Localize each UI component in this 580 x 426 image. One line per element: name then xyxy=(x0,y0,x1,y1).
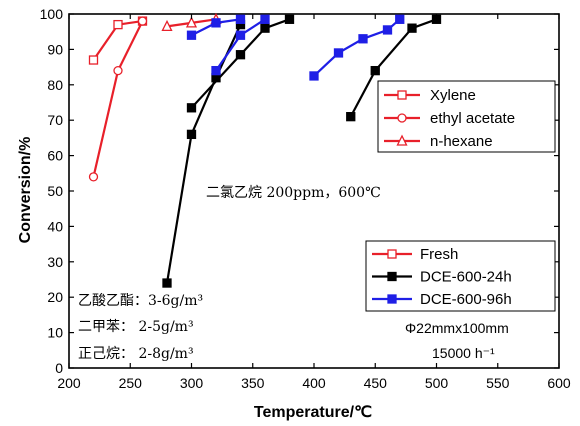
data-point xyxy=(382,25,393,35)
data-point xyxy=(137,16,148,26)
y-axis-title: Conversion/% xyxy=(17,137,34,244)
legend-label: DCE-600-96h xyxy=(420,291,512,308)
x-tick-label: 200 xyxy=(57,375,81,391)
data-point xyxy=(235,14,246,24)
y-tick-label: 90 xyxy=(47,41,63,57)
legend-marker xyxy=(387,249,397,259)
x-tick-label: 350 xyxy=(241,375,265,391)
y-tick-label: 50 xyxy=(47,183,63,199)
x-tick-label: 400 xyxy=(302,375,326,391)
data-point xyxy=(211,18,221,28)
series-dce-600-96h-n-hexane xyxy=(309,14,405,81)
data-point xyxy=(211,65,221,76)
legend-marker xyxy=(387,294,397,304)
y-tick-label: 40 xyxy=(47,218,63,234)
legend-label: n-hexane xyxy=(430,133,493,150)
x-tick-label: 250 xyxy=(119,375,143,391)
ghsv-note: 15000 h⁻¹ xyxy=(432,345,495,361)
series-layer xyxy=(88,12,442,288)
data-point xyxy=(284,14,295,24)
x-tick-label: 550 xyxy=(486,375,510,391)
legend-label: ethyl acetate xyxy=(430,110,515,127)
series-line xyxy=(349,18,437,118)
legend-marker xyxy=(387,271,397,282)
data-point xyxy=(260,23,270,33)
data-point xyxy=(88,172,99,182)
data-point xyxy=(186,103,197,113)
y-tick-label: 80 xyxy=(47,77,63,93)
data-point xyxy=(309,71,319,81)
data-point xyxy=(346,112,356,122)
legend-vocs: Xylene ethyl acetate n-hexane xyxy=(377,80,556,153)
reactor-size-note: Φ22mmx100mm xyxy=(405,320,509,336)
data-point xyxy=(186,30,197,40)
y-tick-label: 20 xyxy=(47,289,63,305)
legend-samples: Fresh DCE-600-24h DCE-600-96h xyxy=(365,240,556,312)
data-point xyxy=(113,65,123,76)
legend-marker xyxy=(396,134,408,146)
data-point xyxy=(395,14,405,24)
concentration-note-ethyl-acetate: 乙酸乙酯：3-6g/m³ xyxy=(78,293,203,309)
x-axis-title: Temperature/℃ xyxy=(254,404,372,421)
data-point xyxy=(260,14,270,24)
y-tick-label: 10 xyxy=(47,325,63,341)
concentration-note-n-hexane: 正己烷： 2-8g/m³ xyxy=(78,346,194,362)
series-dce-600-96h-ethyl-acetate xyxy=(186,14,246,40)
y-tick-label: 100 xyxy=(40,6,64,22)
series-fresh-ethyl-acetate xyxy=(88,16,148,182)
series-dce-600-96h-xylene xyxy=(211,14,270,76)
data-point xyxy=(333,48,344,58)
series-line xyxy=(190,18,290,109)
concentration-note-xylene: 二甲苯： 2-5g/m³ xyxy=(78,318,194,335)
data-point xyxy=(162,278,172,288)
legend-label: Fresh xyxy=(420,246,458,263)
y-tick-label: 0 xyxy=(55,360,63,376)
data-point xyxy=(235,50,246,60)
series-dce-600-24h-ethyl-acetate xyxy=(186,14,295,113)
y-tick-label: 60 xyxy=(47,148,63,164)
data-point xyxy=(88,55,99,65)
y-tick-label: 70 xyxy=(47,112,63,128)
data-point xyxy=(185,16,198,28)
legend-label: DCE-600-24h xyxy=(420,269,512,286)
legend-marker xyxy=(397,90,407,100)
x-tick-label: 300 xyxy=(180,375,204,391)
x-tick-label: 600 xyxy=(547,375,571,391)
data-point xyxy=(235,30,246,40)
data-point xyxy=(407,23,417,33)
condition-note: 二氯乙烷 200ppm，600℃ xyxy=(206,185,381,201)
legend-label: Xylene xyxy=(430,87,476,104)
data-point xyxy=(370,65,380,76)
axes-layer: 200 250 300 350 400 450 500 550 600 0 10 20 30 40 50 60… xyxy=(40,6,571,391)
y-tick-label: 30 xyxy=(47,254,63,270)
legend-marker xyxy=(397,113,407,123)
data-point xyxy=(113,19,123,30)
x-tick-label: 500 xyxy=(425,375,449,391)
x-tick-label: 450 xyxy=(364,375,388,391)
data-point xyxy=(358,34,368,44)
data-point xyxy=(161,19,173,32)
data-point xyxy=(186,129,197,140)
